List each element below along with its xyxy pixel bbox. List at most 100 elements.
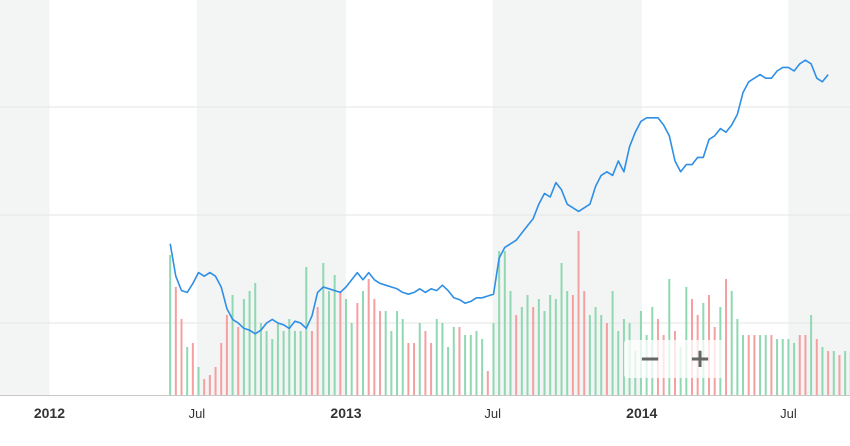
volume-bar (532, 307, 535, 395)
volume-bar (804, 335, 807, 395)
volume-bar (600, 315, 603, 395)
zoom-in-button[interactable]: + (689, 344, 711, 374)
volume-bar (373, 299, 376, 395)
volume-bar (469, 335, 472, 395)
volume-bar (316, 307, 319, 395)
volume-bar (197, 367, 200, 395)
volume-bar (844, 351, 847, 395)
volume-bar (208, 375, 211, 395)
volume-bar (492, 323, 495, 395)
volume-bar (344, 299, 347, 395)
volume-bar (390, 331, 393, 395)
volume-bar (481, 339, 484, 395)
volume-bar (730, 291, 733, 395)
volume-bar (725, 279, 728, 395)
volume-bar (787, 339, 790, 395)
volume-bar (242, 299, 245, 395)
volume-bar (191, 343, 194, 395)
volume-bar (350, 323, 353, 395)
volume-bar (764, 335, 767, 395)
volume-bar (435, 319, 438, 395)
x-axis-tick-labels: 2012 Jul 2013 Jul 2014 Jul (34, 405, 797, 421)
volume-bar (509, 291, 512, 395)
volume-bar (759, 335, 762, 395)
volume-bar (407, 343, 410, 395)
volume-bar (282, 331, 285, 395)
volume-bar (617, 331, 620, 395)
volume-bar (583, 291, 586, 395)
volume-bar (430, 343, 433, 395)
x-tick-label: 2014 (626, 405, 657, 421)
volume-bar (821, 347, 824, 395)
volume-bar (254, 283, 257, 395)
volume-bar (838, 355, 841, 395)
volume-bar (452, 327, 455, 395)
horizontal-gridlines (0, 106, 850, 324)
volume-bar (288, 319, 291, 395)
volume-bar (169, 255, 172, 395)
volume-bar (486, 371, 489, 395)
volume-bar (231, 295, 234, 395)
volume-bar (475, 331, 478, 395)
x-tick-label: 2013 (330, 405, 361, 421)
background-bands (0, 0, 850, 395)
volume-bar (554, 299, 557, 395)
volume-bar (203, 379, 206, 395)
volume-bar (577, 231, 580, 395)
x-tick-label: Jul (189, 406, 206, 421)
x-tick-label: Jul (780, 406, 797, 421)
volume-bar (265, 331, 268, 395)
volume-bar (742, 335, 745, 395)
background-band (788, 0, 850, 395)
volume-bar (668, 279, 671, 395)
volume-bar (367, 279, 370, 395)
volume-bar (464, 335, 467, 395)
volume-bar (781, 339, 784, 395)
volume-bar (384, 311, 387, 395)
volume-bar (793, 343, 796, 395)
volume-bar (333, 275, 336, 395)
volume-bar (310, 331, 313, 395)
volume-bar (339, 291, 342, 395)
volume-bar (815, 339, 818, 395)
volume-bar (327, 291, 330, 395)
background-band (196, 0, 346, 395)
volume-bar (560, 263, 563, 395)
background-band (0, 0, 50, 395)
volume-bar (276, 323, 279, 395)
volume-bar (214, 367, 217, 395)
volume-bar (447, 347, 450, 395)
volume-bar (832, 351, 835, 395)
volume-bar (594, 307, 597, 395)
volume-bar (413, 343, 416, 395)
volume-bar (549, 295, 552, 395)
volume-bar (770, 335, 773, 395)
volume-bar (362, 291, 365, 395)
zoom-out-button[interactable]: − (639, 344, 661, 374)
volume-bar (220, 343, 223, 395)
x-tick-label: Jul (484, 406, 501, 421)
volume-bar (299, 331, 302, 395)
volume-bar (356, 303, 359, 395)
volume-bar (498, 251, 501, 395)
volume-bar (458, 327, 461, 395)
volume-bar (588, 315, 591, 395)
volume-bar (237, 327, 240, 395)
volume-bar (622, 319, 625, 395)
volume-bar (441, 323, 444, 395)
volume-bar (396, 311, 399, 395)
volume-bar (401, 319, 404, 395)
volume-bar (566, 291, 569, 395)
volume-bar (736, 319, 739, 395)
volume-bar (747, 335, 750, 395)
volume-bar (248, 291, 251, 395)
price-line (169, 59, 829, 335)
volume-bar (259, 323, 262, 395)
volume-bar (571, 295, 574, 395)
volume-bar (418, 323, 421, 395)
volume-bar (753, 335, 756, 395)
volume-bar (515, 315, 518, 395)
volume-bar (503, 251, 506, 395)
volume-bar (827, 351, 830, 395)
